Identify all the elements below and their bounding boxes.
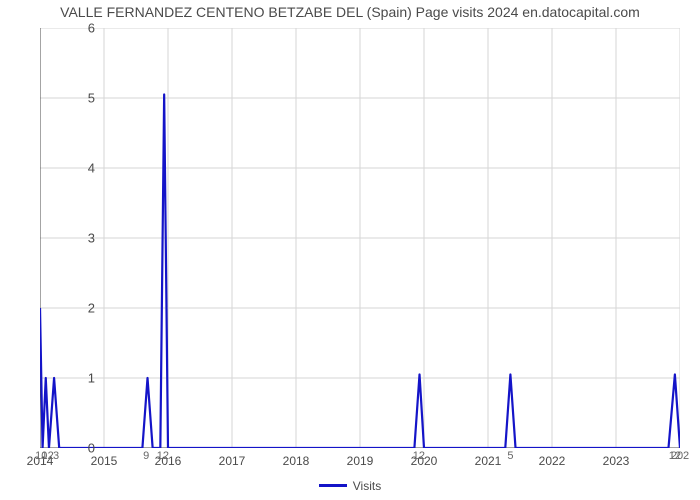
x-minor-label: 3 xyxy=(53,450,59,462)
chart-title: VALLE FERNANDEZ CENTENO BETZABE DEL (Spa… xyxy=(0,4,700,20)
x-minor-label: 12 xyxy=(413,450,425,462)
plot-svg xyxy=(40,28,680,448)
x-tick-label: 2022 xyxy=(539,454,566,468)
x-minor-label: 202 xyxy=(671,450,689,462)
x-tick-label: 2021 xyxy=(475,454,502,468)
x-tick-label: 2019 xyxy=(347,454,374,468)
y-tick-label: 4 xyxy=(40,161,95,176)
x-minor-label: 9 xyxy=(143,450,149,462)
x-tick-label: 2015 xyxy=(91,454,118,468)
x-tick-label: 2017 xyxy=(219,454,246,468)
y-tick-label: 1 xyxy=(40,371,95,386)
chart-container: VALLE FERNANDEZ CENTENO BETZABE DEL (Spa… xyxy=(0,0,700,500)
x-minor-label: 5 xyxy=(507,450,513,462)
y-tick-label: 2 xyxy=(40,301,95,316)
x-tick-label: 2023 xyxy=(603,454,630,468)
y-tick-label: 5 xyxy=(40,91,95,106)
y-tick-label: 6 xyxy=(40,21,95,36)
x-tick-label: 2018 xyxy=(283,454,310,468)
legend-label: Visits xyxy=(353,479,381,493)
plot-area xyxy=(40,28,680,448)
x-minor-label: 12 xyxy=(157,450,169,462)
legend-swatch xyxy=(319,484,347,487)
y-tick-label: 3 xyxy=(40,231,95,246)
legend: Visits xyxy=(0,478,700,493)
